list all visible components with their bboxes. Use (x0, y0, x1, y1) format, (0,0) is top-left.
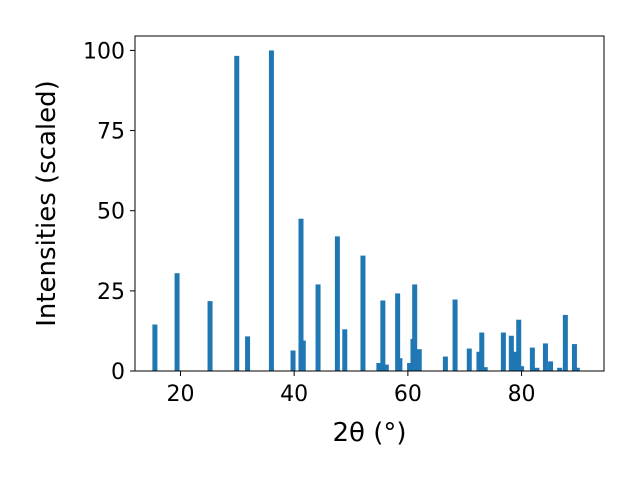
x-tick-label: 60 (394, 382, 422, 407)
bar (442, 356, 448, 371)
bar (360, 255, 366, 371)
bar (383, 364, 389, 371)
bar (315, 284, 321, 371)
bar (452, 299, 458, 371)
bar (298, 218, 304, 371)
bar (574, 367, 580, 371)
y-tick-label: 100 (83, 39, 125, 64)
bar (174, 273, 180, 371)
x-tick-label: 40 (280, 382, 308, 407)
bar (542, 343, 548, 371)
bar (234, 55, 240, 371)
bar (416, 349, 422, 371)
bar (466, 348, 472, 371)
bar (512, 351, 518, 371)
bar (290, 350, 296, 371)
bar (482, 367, 488, 371)
y-axis-label: Intensities (scaled) (32, 80, 62, 327)
bar (557, 367, 563, 371)
y-tick-label: 25 (97, 280, 125, 305)
bar (500, 332, 506, 371)
bar (407, 362, 413, 371)
bar (207, 301, 213, 371)
bar (476, 351, 482, 371)
y-tick-label: 0 (111, 360, 125, 385)
bar (376, 362, 382, 371)
bar (412, 284, 418, 371)
x-axis-label: 2θ (°) (332, 418, 406, 448)
bar (519, 366, 525, 371)
plot-frame (134, 35, 605, 372)
bar (342, 329, 348, 371)
bar (562, 314, 568, 371)
y-tick-label: 50 (97, 200, 125, 225)
bar (245, 336, 251, 371)
x-tick-label: 80 (508, 382, 536, 407)
ticks-group: 20 40 60 80 0 25 50 75 100 (83, 39, 536, 407)
x-tick-label: 20 (166, 382, 194, 407)
bar (380, 300, 386, 371)
bar (508, 335, 514, 371)
bar (479, 332, 485, 371)
y-tick-label: 75 (97, 120, 125, 145)
bar (397, 358, 403, 371)
bar (300, 340, 306, 371)
bar (571, 344, 577, 371)
bar (268, 50, 274, 372)
bar (395, 293, 401, 371)
bar (334, 236, 340, 371)
bars-group (152, 50, 580, 372)
bar (534, 367, 540, 371)
bar (152, 324, 158, 371)
bar (548, 361, 554, 371)
bar (516, 319, 522, 371)
bar (529, 347, 535, 371)
